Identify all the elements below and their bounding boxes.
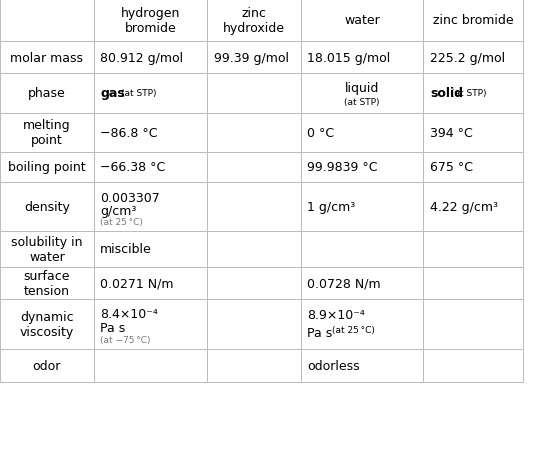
- Text: solid: solid: [430, 87, 463, 100]
- Text: density: density: [24, 200, 70, 214]
- Bar: [94, 0, 207, 42]
- Text: −86.8 °C: −86.8 °C: [100, 126, 158, 139]
- Bar: [94, 231, 207, 267]
- Text: (at 25 °C): (at 25 °C): [100, 218, 143, 227]
- Text: (at STP): (at STP): [451, 89, 486, 98]
- Bar: [0, 74, 94, 113]
- Text: odorless: odorless: [307, 359, 360, 372]
- Text: 99.39 g/mol: 99.39 g/mol: [214, 51, 289, 65]
- Bar: [94, 183, 207, 231]
- Text: 0.003307: 0.003307: [100, 191, 160, 205]
- Bar: [0, 42, 94, 74]
- Text: boiling point: boiling point: [8, 161, 86, 174]
- Text: (at STP): (at STP): [344, 98, 380, 107]
- Bar: [207, 152, 301, 183]
- Bar: [207, 0, 301, 42]
- Text: (at STP): (at STP): [121, 89, 156, 98]
- Text: 80.912 g/mol: 80.912 g/mol: [100, 51, 184, 65]
- Text: liquid: liquid: [345, 82, 379, 95]
- Bar: [301, 349, 423, 382]
- Bar: [207, 231, 301, 267]
- Bar: [301, 231, 423, 267]
- Bar: [423, 42, 523, 74]
- Bar: [207, 74, 301, 113]
- Bar: [423, 183, 523, 231]
- Text: phase: phase: [28, 87, 66, 100]
- Bar: [207, 267, 301, 299]
- Text: 0 °C: 0 °C: [307, 126, 335, 139]
- Bar: [423, 152, 523, 183]
- Bar: [301, 183, 423, 231]
- Bar: [207, 349, 301, 382]
- Text: Pa s: Pa s: [100, 321, 125, 334]
- Text: molar mass: molar mass: [10, 51, 83, 65]
- Bar: [301, 152, 423, 183]
- Bar: [0, 349, 94, 382]
- Text: 8.9×10⁻⁴: 8.9×10⁻⁴: [307, 308, 365, 321]
- Bar: [301, 0, 423, 42]
- Text: 18.015 g/mol: 18.015 g/mol: [307, 51, 391, 65]
- Bar: [207, 183, 301, 231]
- Bar: [423, 349, 523, 382]
- Bar: [301, 267, 423, 299]
- Bar: [207, 299, 301, 349]
- Bar: [423, 267, 523, 299]
- Bar: [423, 113, 523, 152]
- Text: melting
point: melting point: [23, 119, 71, 147]
- Bar: [94, 349, 207, 382]
- Bar: [301, 42, 423, 74]
- Bar: [301, 299, 423, 349]
- Text: odor: odor: [33, 359, 61, 372]
- Text: dynamic
viscosity: dynamic viscosity: [20, 310, 74, 338]
- Text: −66.38 °C: −66.38 °C: [100, 161, 166, 174]
- Text: 8.4×10⁻⁴: 8.4×10⁻⁴: [100, 307, 158, 320]
- Text: 4.22 g/cm³: 4.22 g/cm³: [430, 200, 498, 214]
- Bar: [423, 231, 523, 267]
- Text: Pa s: Pa s: [307, 326, 332, 339]
- Text: 225.2 g/mol: 225.2 g/mol: [430, 51, 505, 65]
- Text: 0.0271 N/m: 0.0271 N/m: [100, 277, 174, 290]
- Text: 1 g/cm³: 1 g/cm³: [307, 200, 356, 214]
- Text: g/cm³: g/cm³: [100, 205, 137, 218]
- Text: miscible: miscible: [100, 243, 152, 256]
- Bar: [423, 0, 523, 42]
- Bar: [94, 42, 207, 74]
- Bar: [423, 74, 523, 113]
- Text: gas: gas: [100, 87, 125, 100]
- Text: solubility in
water: solubility in water: [11, 235, 83, 263]
- Text: 99.9839 °C: 99.9839 °C: [307, 161, 378, 174]
- Bar: [94, 74, 207, 113]
- Text: surface
tension: surface tension: [23, 269, 70, 297]
- Bar: [94, 113, 207, 152]
- Text: zinc bromide: zinc bromide: [433, 14, 513, 28]
- Bar: [0, 267, 94, 299]
- Bar: [0, 299, 94, 349]
- Bar: [207, 113, 301, 152]
- Bar: [94, 299, 207, 349]
- Bar: [301, 74, 423, 113]
- Text: zinc
hydroxide: zinc hydroxide: [223, 7, 285, 35]
- Bar: [301, 113, 423, 152]
- Bar: [423, 299, 523, 349]
- Text: (at 25 °C): (at 25 °C): [332, 325, 375, 334]
- Bar: [0, 152, 94, 183]
- Text: (at −75 °C): (at −75 °C): [100, 336, 151, 345]
- Bar: [0, 0, 94, 42]
- Bar: [0, 113, 94, 152]
- Bar: [94, 152, 207, 183]
- Text: hydrogen
bromide: hydrogen bromide: [121, 7, 180, 35]
- Text: water: water: [344, 14, 380, 28]
- Text: 0.0728 N/m: 0.0728 N/m: [307, 277, 381, 290]
- Bar: [94, 267, 207, 299]
- Bar: [0, 231, 94, 267]
- Bar: [0, 183, 94, 231]
- Bar: [207, 42, 301, 74]
- Text: 394 °C: 394 °C: [430, 126, 473, 139]
- Text: 675 °C: 675 °C: [430, 161, 473, 174]
